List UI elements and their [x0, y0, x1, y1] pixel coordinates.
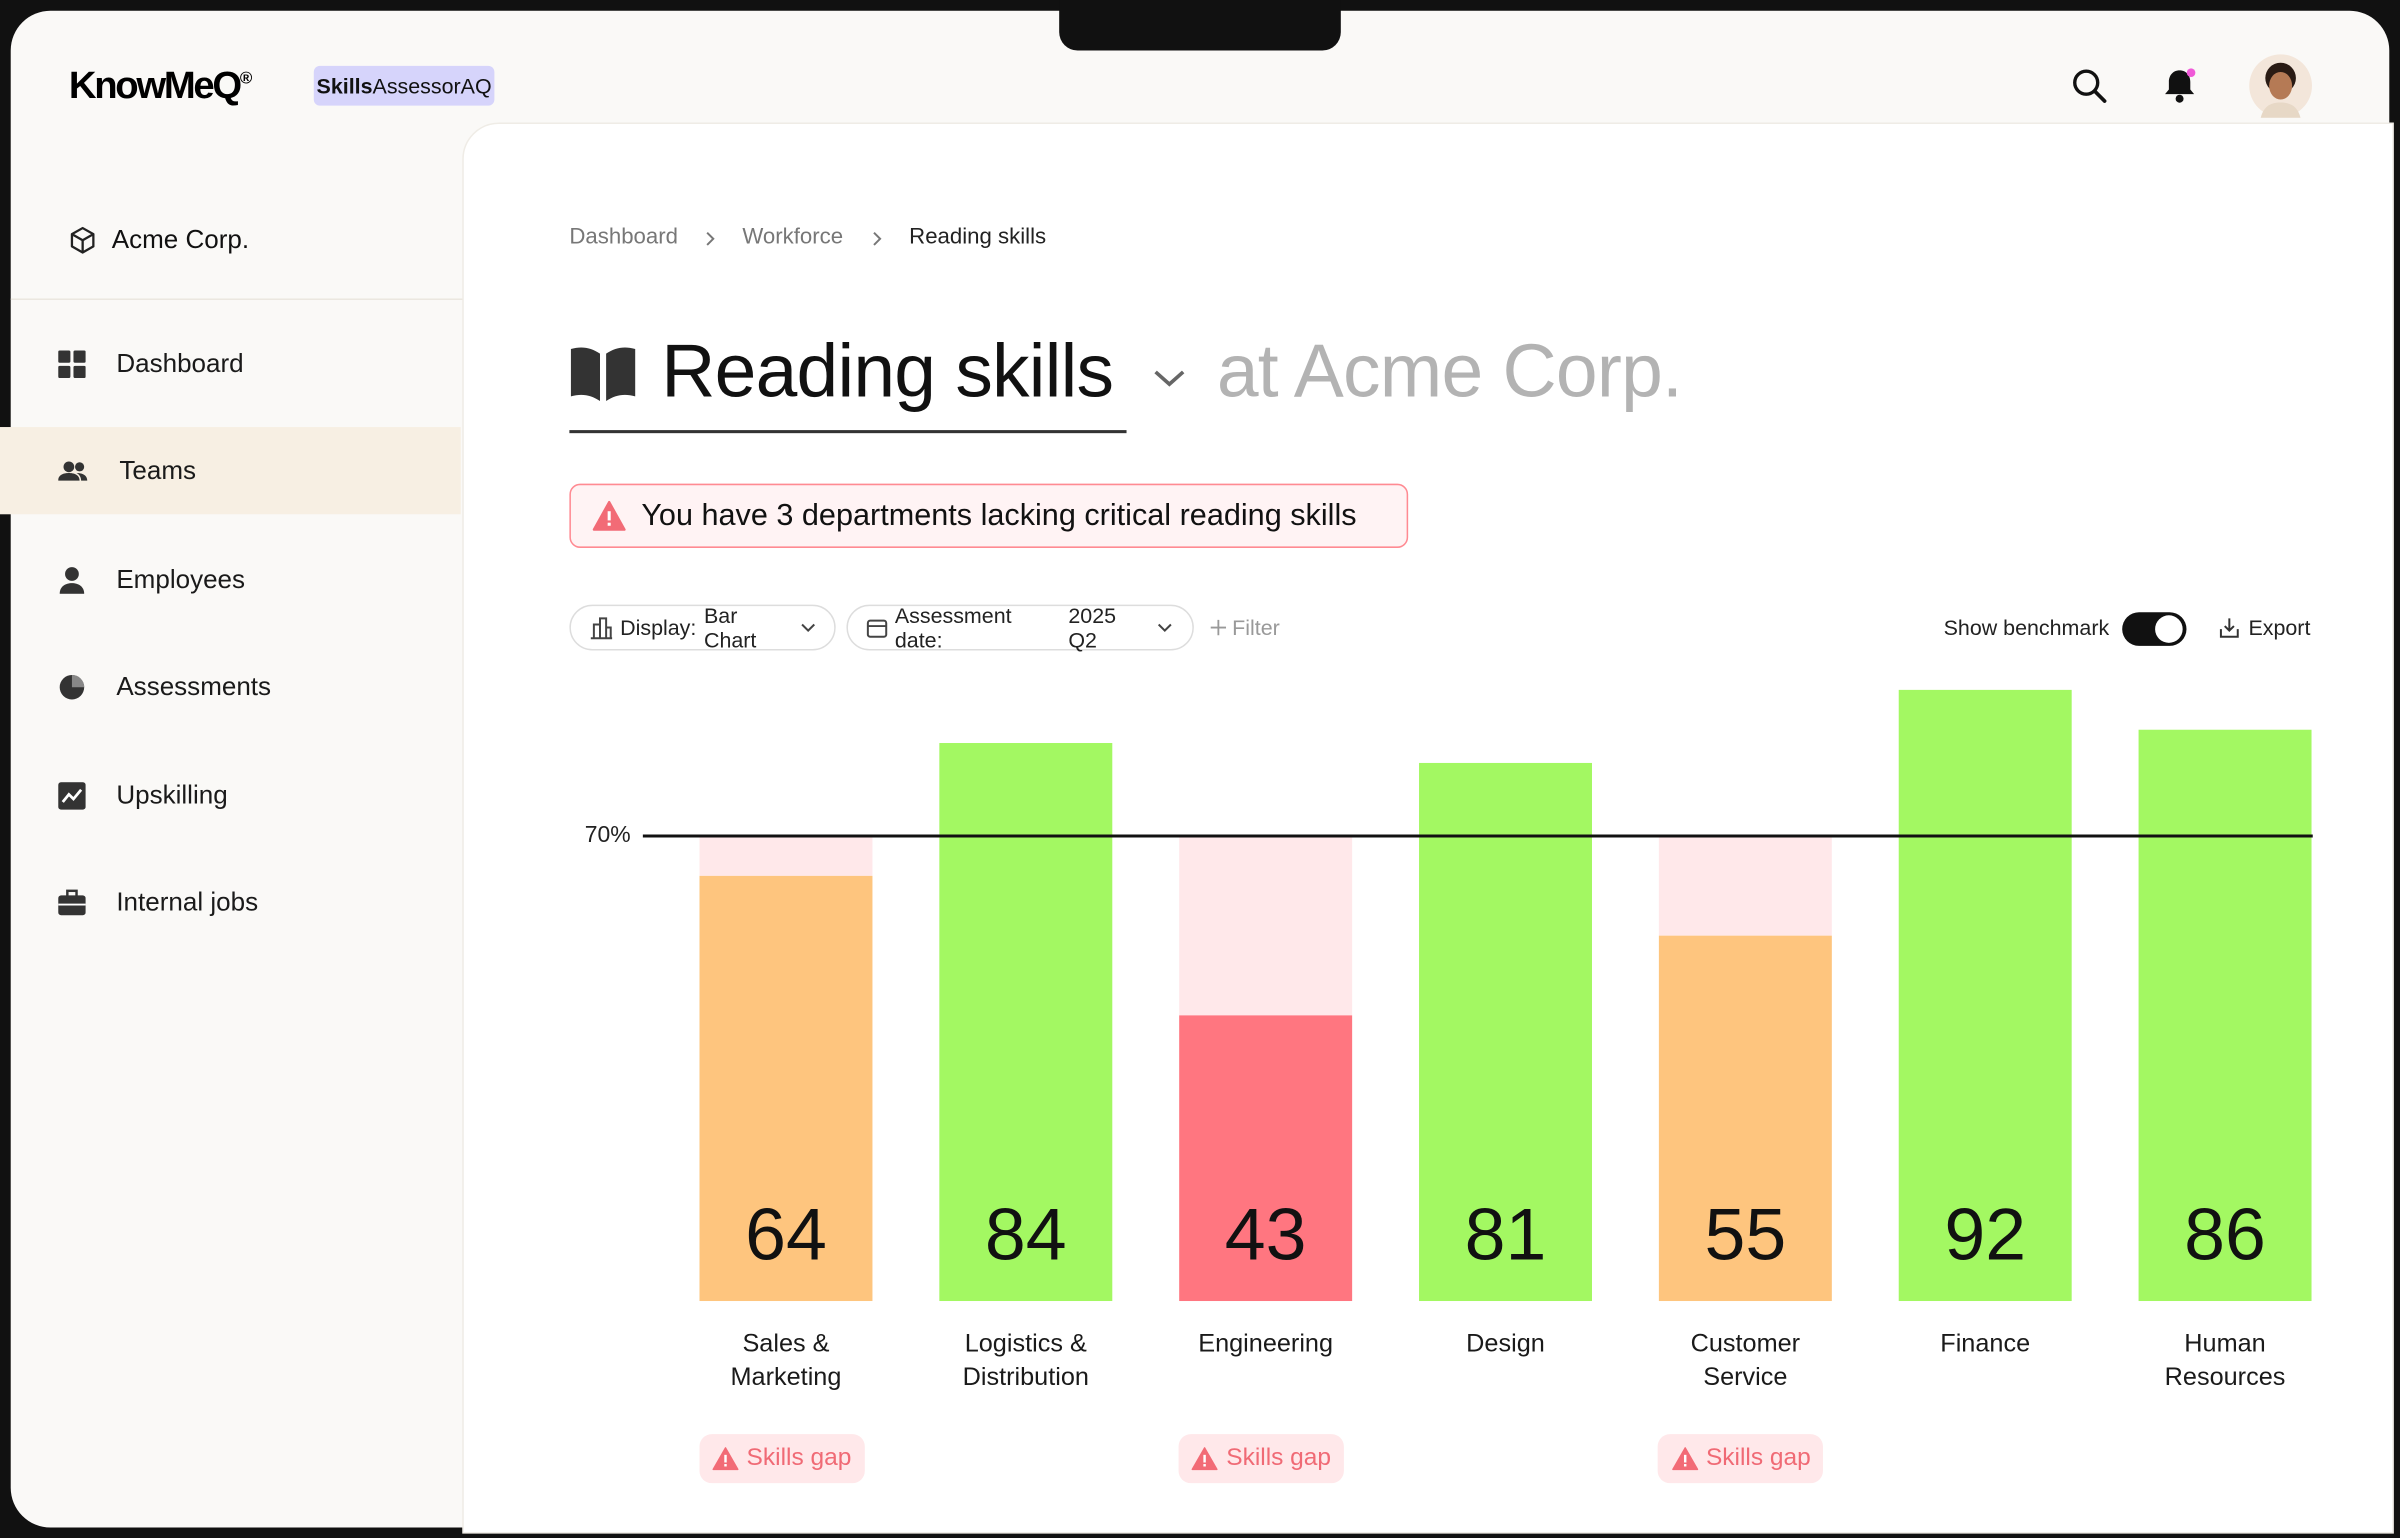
nav-icon	[58, 349, 86, 378]
breadcrumb-item[interactable]: Workforce	[742, 224, 844, 250]
skills-gap-tag[interactable]: Skills gap	[1178, 1434, 1344, 1484]
avatar[interactable]	[2248, 54, 2312, 118]
book-icon	[570, 347, 636, 402]
bar	[699, 875, 873, 1302]
benchmark-label: 70%	[585, 821, 631, 847]
chart-icon	[590, 617, 613, 640]
bar	[1898, 689, 2072, 1302]
value-label: 86	[2184, 1195, 2266, 1277]
calendar-icon	[866, 619, 888, 638]
skills-gap-tag[interactable]: Skills gap	[1658, 1434, 1824, 1484]
nav-icon	[59, 674, 85, 699]
display-selector[interactable]: Display: Bar Chart	[569, 603, 836, 653]
search-icon[interactable]	[2071, 67, 2111, 107]
nav-label: Internal jobs	[116, 886, 259, 917]
nav-item[interactable]: Teams	[0, 427, 461, 515]
divider	[10, 298, 472, 300]
value-label: 55	[1704, 1195, 1787, 1277]
category-label: Engineering	[1198, 1330, 1334, 1358]
chevron	[800, 623, 815, 633]
category-label: Design	[1466, 1330, 1545, 1358]
org-name[interactable]: Acme Corp.	[111, 224, 250, 255]
title-context: at Acme Corp.	[1216, 330, 1683, 414]
notch	[1059, 0, 1341, 51]
control-value: Bar Chart	[703, 603, 757, 653]
logo-text: KnowMeQ	[68, 64, 242, 108]
alert-banner: You have 3 departments lacking critical …	[569, 483, 1409, 548]
export-button[interactable]: Export	[2219, 615, 2311, 640]
bar	[2138, 729, 2312, 1302]
nav-item[interactable]: Upskilling	[0, 752, 461, 839]
logo[interactable]: KnowMeQ®	[69, 64, 252, 108]
benchmark-gap	[1658, 836, 1832, 936]
logo-mark: ®	[239, 69, 253, 89]
nav-item[interactable]: Assessments	[0, 643, 461, 730]
category-label: Logistics & Distribution	[962, 1330, 1089, 1392]
benchmark-toggle[interactable]	[2121, 611, 2187, 648]
alert-text: You have 3 departments lacking critical …	[641, 498, 1357, 532]
nav-icon	[59, 566, 85, 594]
export-icon	[2219, 618, 2239, 638]
filter-label: Filter	[1232, 615, 1280, 640]
org-icon	[70, 226, 95, 254]
breadcrumb-current: Reading skills	[909, 224, 1047, 250]
bar	[1419, 762, 1592, 1302]
breadcrumb-item[interactable]: Dashboard	[569, 224, 678, 250]
warning-icon	[592, 500, 626, 531]
nav-label: Assessments	[116, 671, 272, 701]
toggle-knob	[2155, 615, 2183, 643]
plus-icon	[1210, 619, 1227, 636]
nav-icon	[58, 781, 86, 809]
nav-item[interactable]: Employees	[0, 536, 461, 623]
warning-icon	[1191, 1447, 1218, 1471]
breadcrumb-separator	[706, 231, 715, 246]
value-label: 84	[984, 1195, 1067, 1277]
benchmark-gap	[699, 836, 873, 876]
badge-rest: AssessorAQ	[372, 73, 492, 98]
benchmark-label: Show benchmark	[1943, 615, 2110, 640]
chevron	[1158, 623, 1173, 633]
filter-button[interactable]: Filter	[1209, 615, 1280, 640]
nav-label: Dashboard	[116, 348, 244, 378]
nav-item[interactable]: Dashboard	[0, 320, 461, 407]
bar	[1179, 1015, 1353, 1302]
date-selector[interactable]: Assessment date: 2025 Q2	[846, 603, 1194, 653]
value-label: 81	[1464, 1195, 1547, 1277]
nav-label: Teams	[119, 455, 197, 485]
breadcrumb-separator	[873, 231, 882, 246]
product-badge: Skills AssessorAQ	[313, 65, 495, 106]
control-value: 2025 Q2	[1068, 603, 1117, 653]
nav-icon	[58, 460, 88, 480]
warning-icon	[712, 1447, 739, 1471]
category-label: Human Resources	[2164, 1330, 2286, 1392]
warning-icon	[1671, 1447, 1698, 1471]
skills-gap-tag[interactable]: Skills gap	[698, 1434, 865, 1484]
category-label: Sales & Marketing	[730, 1330, 842, 1392]
nav-label: Employees	[116, 564, 246, 594]
tag-text: Skills gap	[1705, 1444, 1811, 1471]
value-label: 43	[1224, 1195, 1307, 1277]
chevron[interactable]	[1151, 364, 1188, 392]
nav-icon	[58, 888, 86, 915]
export-label: Export	[2248, 615, 2311, 640]
title-underline	[569, 430, 1127, 434]
value-label: 92	[1944, 1195, 2027, 1277]
category-label: Customer Service	[1690, 1330, 1801, 1392]
control-label: Assessment date:	[894, 603, 1012, 653]
benchmark-gap	[1179, 836, 1353, 1016]
control-label: Display:	[620, 615, 697, 640]
tag-text: Skills gap	[746, 1444, 852, 1471]
value-label: 64	[745, 1195, 827, 1277]
bar	[1658, 935, 1832, 1302]
nav-label: Upskilling	[116, 779, 228, 809]
skill-selector[interactable]: Reading skills	[661, 330, 1114, 414]
category-label: Finance	[1940, 1330, 2031, 1358]
badge-bold: Skills	[316, 73, 373, 98]
tag-text: Skills gap	[1226, 1444, 1332, 1471]
nav-item[interactable]: Internal jobs	[0, 859, 461, 946]
bell-icon[interactable]	[2158, 64, 2201, 107]
